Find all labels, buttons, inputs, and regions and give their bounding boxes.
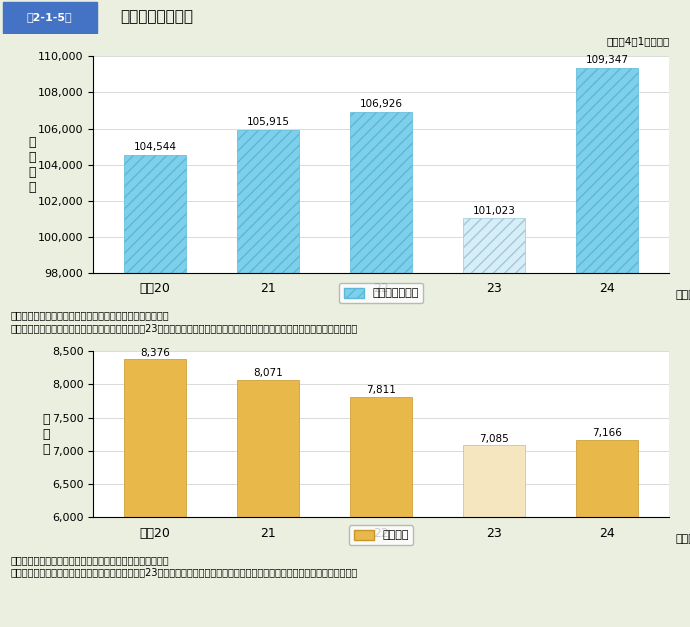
Bar: [124, 155, 186, 273]
Legend: 消防電話: 消防電話: [349, 525, 413, 545]
Bar: [463, 218, 525, 273]
Text: ２　東日本大震災の影響により、平成23年の岐阜県、宮城県及び福島県のデータは除いた数値により集計している。: ２ 東日本大震災の影響により、平成23年の岐阜県、宮城県及び福島県のデータは除い…: [10, 323, 357, 333]
Y-axis label: 無
線
局
数: 無 線 局 数: [28, 135, 36, 194]
Text: 106,926: 106,926: [359, 99, 403, 109]
Text: 第2-1-5図: 第2-1-5図: [27, 11, 72, 21]
Text: （各年4月1日現在）: （各年4月1日現在）: [606, 36, 669, 46]
Text: 109,347: 109,347: [586, 56, 629, 65]
Text: 8,071: 8,071: [253, 368, 283, 378]
Text: （備考）　１　「消防防災・震災対策現況調査」により作成: （備考） １ 「消防防災・震災対策現況調査」により作成: [10, 555, 169, 565]
Bar: [237, 130, 299, 273]
Text: ２　東日本大震災の影響により、平成23年の岐阜県、宮城県及び福島県のデータは除いた数値により集計している。: ２ 東日本大震災の影響により、平成23年の岐阜県、宮城県及び福島県のデータは除い…: [10, 567, 357, 577]
Legend: 消防救急無線局: 消防救急無線局: [339, 283, 423, 303]
Bar: [350, 112, 413, 273]
Text: 101,023: 101,023: [473, 206, 515, 216]
Y-axis label: 回
線
数: 回 線 数: [43, 413, 50, 456]
Bar: [576, 440, 638, 517]
Bar: [463, 445, 525, 517]
Text: 7,811: 7,811: [366, 385, 396, 395]
Text: 104,544: 104,544: [134, 142, 177, 152]
Bar: [124, 359, 186, 517]
Text: （年）: （年）: [675, 534, 690, 544]
Text: 8,376: 8,376: [140, 348, 170, 357]
Text: （年）: （年）: [675, 290, 690, 300]
Text: 7,166: 7,166: [592, 428, 622, 438]
Text: 7,085: 7,085: [480, 433, 509, 443]
Bar: [237, 379, 299, 517]
FancyBboxPatch shape: [3, 2, 97, 33]
Text: （備考）　１　「消防防災・震災対策現況調査」により作成: （備考） １ 「消防防災・震災対策現況調査」により作成: [10, 310, 169, 320]
Bar: [576, 68, 638, 273]
Bar: [350, 397, 413, 517]
Text: 105,915: 105,915: [247, 117, 290, 127]
Text: 通信施設等の状況: 通信施設等の状況: [121, 9, 194, 24]
